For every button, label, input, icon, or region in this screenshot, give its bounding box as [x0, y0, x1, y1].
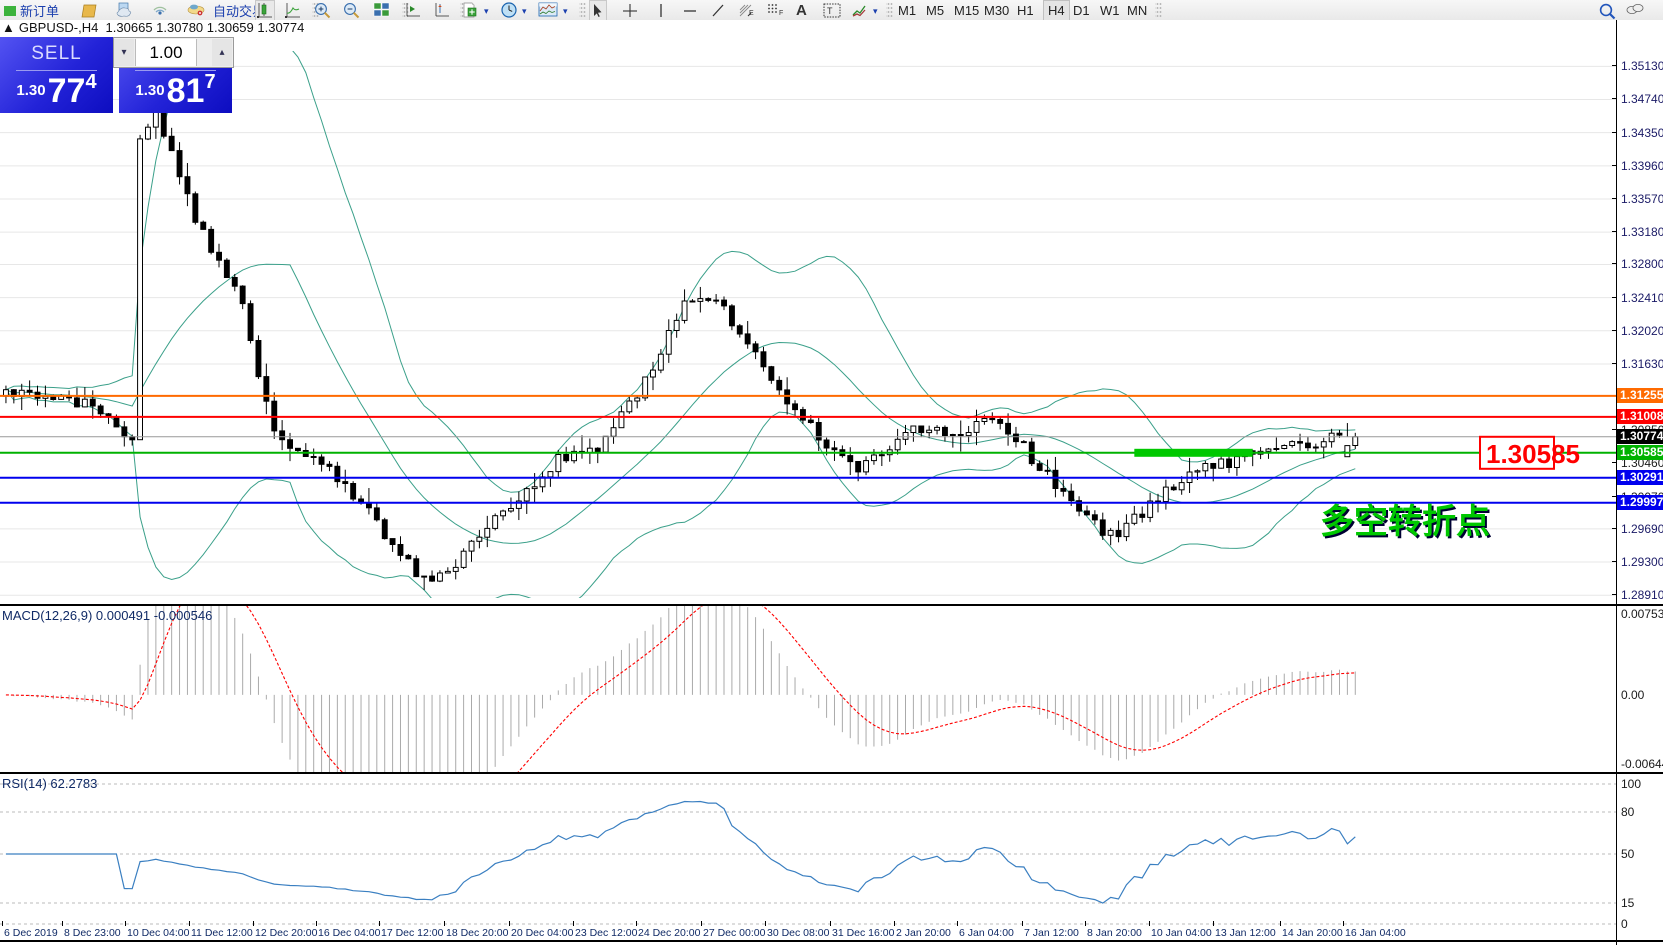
svg-text:多空转折点: 多空转折点 [1320, 503, 1490, 541]
svg-text:T: T [827, 6, 833, 16]
svg-text:1.30585: 1.30585 [1486, 439, 1580, 469]
